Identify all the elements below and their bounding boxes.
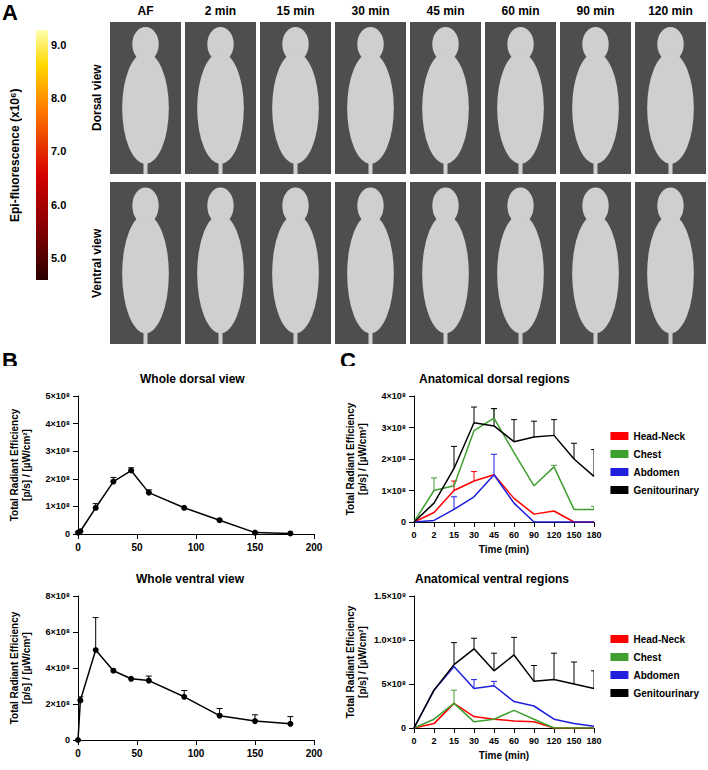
svg-text:50: 50: [131, 748, 143, 759]
svg-text:150: 150: [247, 748, 264, 759]
svg-text:2: 2: [431, 736, 436, 746]
svg-text:Total Radiant Efficiency: Total Radiant Efficiency: [345, 605, 356, 718]
svg-text:0: 0: [411, 736, 416, 746]
svg-text:0: 0: [411, 530, 416, 540]
svg-text:6×10⁸: 6×10⁸: [45, 627, 70, 637]
html-text:90 min: 90 min: [576, 4, 615, 18]
svg-text:2×10⁸: 2×10⁸: [45, 699, 70, 709]
html-text:5.0: 5.0: [51, 251, 67, 264]
svg-text:4×10⁸: 4×10⁸: [45, 663, 70, 673]
html-text:45 min: 45 min: [426, 4, 465, 18]
svg-text:180: 180: [586, 530, 601, 540]
svg-text:[p/s] / [µW/cm²]: [p/s] / [µW/cm²]: [21, 632, 32, 704]
svg-text:Chest: Chest: [633, 449, 661, 460]
html-text:Dorsal view: Dorsal view: [90, 64, 104, 132]
svg-text:Time (min): Time (min): [479, 544, 529, 555]
html-text:B: B: [2, 348, 18, 373]
svg-text:2×10⁸: 2×10⁸: [381, 454, 406, 464]
html-text:9.0: 9.0: [51, 39, 67, 51]
svg-text:Chest: Chest: [633, 652, 661, 663]
svg-text:Total Radiant Efficiency: Total Radiant Efficiency: [345, 402, 356, 515]
html-text:6.0: 6.0: [51, 198, 67, 211]
svg-text:4×10⁸: 4×10⁸: [381, 391, 406, 401]
svg-text:[p/s] / [µW/cm²]: [p/s] / [µW/cm²]: [357, 626, 368, 698]
svg-text:0: 0: [75, 748, 81, 759]
svg-text:100: 100: [188, 542, 205, 553]
html-text:120 min: 120 min: [648, 4, 693, 18]
svg-text:1.0×10⁹: 1.0×10⁹: [374, 635, 406, 645]
svg-text:0: 0: [65, 529, 70, 539]
svg-text:Genitourinary: Genitourinary: [633, 688, 699, 699]
svg-text:[p/s] / [µW/cm²]: [p/s] / [µW/cm²]: [357, 423, 368, 495]
svg-text:Head-Neck: Head-Neck: [633, 634, 685, 645]
svg-text:[p/s] / [µW/cm²]: [p/s] / [µW/cm²]: [21, 429, 32, 501]
svg-text:2: 2: [431, 530, 436, 540]
svg-text:30: 30: [469, 530, 479, 540]
svg-text:60: 60: [509, 530, 519, 540]
svg-text:1×10⁸: 1×10⁸: [45, 501, 70, 511]
html-text:2 min: 2 min: [204, 4, 237, 18]
svg-text:120: 120: [546, 530, 561, 540]
svg-text:150: 150: [566, 530, 581, 540]
html-text:Epi-fluorescence (x10⁶): Epi-fluorescence (x10⁶): [8, 88, 22, 222]
svg-text:150: 150: [566, 736, 581, 746]
svg-text:Whole ventral view: Whole ventral view: [136, 572, 245, 586]
svg-text:1×10⁸: 1×10⁸: [381, 486, 406, 496]
html-text:30 min: 30 min: [351, 4, 390, 18]
svg-text:0: 0: [65, 735, 70, 745]
html-text:AF: AF: [137, 4, 154, 18]
svg-text:0: 0: [75, 542, 81, 553]
svg-text:3×10⁸: 3×10⁸: [381, 423, 406, 433]
svg-text:Genitourinary: Genitourinary: [633, 485, 699, 496]
svg-text:8×10⁸: 8×10⁸: [45, 591, 70, 601]
svg-text:120: 120: [546, 736, 561, 746]
svg-text:15: 15: [449, 736, 459, 746]
svg-text:3×10⁸: 3×10⁸: [45, 446, 70, 456]
svg-text:2×10⁸: 2×10⁸: [45, 474, 70, 484]
svg-text:180: 180: [586, 736, 601, 746]
svg-text:0: 0: [401, 517, 406, 527]
svg-text:Abdomen: Abdomen: [633, 670, 679, 681]
svg-text:4×10⁸: 4×10⁸: [45, 419, 70, 429]
svg-text:45: 45: [489, 530, 499, 540]
svg-text:50: 50: [131, 542, 143, 553]
svg-text:45: 45: [489, 736, 499, 746]
html-text:8.0: 8.0: [51, 92, 67, 105]
svg-text:90: 90: [529, 530, 539, 540]
svg-text:Whole dorsal view: Whole dorsal view: [140, 372, 245, 386]
html-text:C: C: [340, 348, 356, 373]
svg-text:5×10⁸: 5×10⁸: [45, 391, 70, 401]
svg-text:Time (min): Time (min): [479, 750, 529, 761]
svg-text:Anatomical dorsal regions: Anatomical dorsal regions: [419, 372, 570, 386]
html-text:A: A: [2, 0, 18, 25]
html-text:7.0: 7.0: [51, 145, 67, 158]
svg-text:0: 0: [401, 723, 406, 733]
svg-text:Anatomical ventral regions: Anatomical ventral regions: [415, 572, 569, 586]
svg-text:1.5×10⁹: 1.5×10⁹: [374, 591, 406, 601]
svg-text:200: 200: [306, 542, 323, 553]
svg-text:15: 15: [449, 530, 459, 540]
svg-text:150: 150: [247, 542, 264, 553]
svg-text:5×10⁸: 5×10⁸: [381, 679, 406, 689]
svg-text:Total Radiant Efficiency: Total Radiant Efficiency: [9, 611, 20, 724]
svg-text:200: 200: [306, 748, 323, 759]
svg-text:Head-Neck: Head-Neck: [633, 431, 685, 442]
svg-text:Total Radiant Efficiency: Total Radiant Efficiency: [9, 408, 20, 521]
svg-text:30: 30: [469, 736, 479, 746]
svg-text:Abdomen: Abdomen: [633, 467, 679, 478]
html-text:60 min: 60 min: [501, 4, 540, 18]
html-text:15 min: 15 min: [276, 4, 315, 18]
svg-text:90: 90: [529, 736, 539, 746]
html-text:Ventral view: Ventral view: [90, 228, 104, 298]
svg-text:100: 100: [188, 748, 205, 759]
svg-text:60: 60: [509, 736, 519, 746]
